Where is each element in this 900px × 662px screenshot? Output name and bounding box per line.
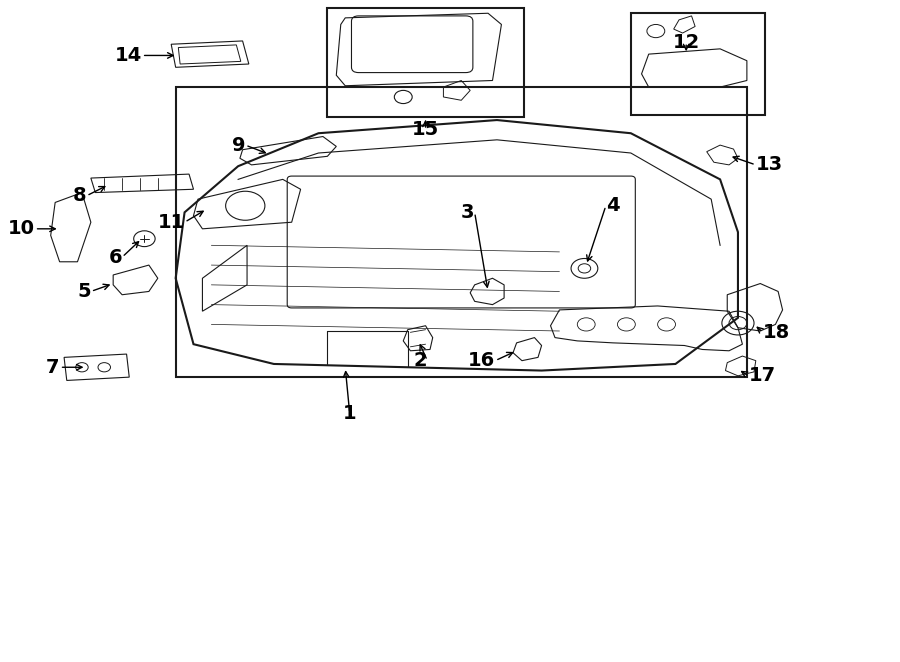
Text: 11: 11	[158, 213, 184, 232]
Text: 8: 8	[73, 187, 86, 205]
Text: 2: 2	[414, 351, 427, 370]
Bar	[631, 13, 765, 115]
Text: 10: 10	[7, 219, 34, 238]
Text: 12: 12	[672, 32, 700, 52]
Text: 9: 9	[232, 136, 246, 155]
Text: 1: 1	[343, 404, 356, 423]
Text: 5: 5	[77, 282, 91, 301]
Text: 6: 6	[109, 248, 122, 267]
Text: 3: 3	[461, 203, 474, 222]
Text: 7: 7	[46, 357, 59, 377]
Text: 18: 18	[763, 323, 790, 342]
Text: 16: 16	[468, 351, 495, 370]
Text: 14: 14	[114, 46, 141, 65]
Bar	[176, 87, 747, 377]
Text: 17: 17	[749, 366, 776, 385]
Bar	[328, 8, 524, 117]
Text: 13: 13	[756, 156, 783, 174]
Text: 15: 15	[412, 120, 439, 140]
Text: 4: 4	[606, 196, 619, 215]
